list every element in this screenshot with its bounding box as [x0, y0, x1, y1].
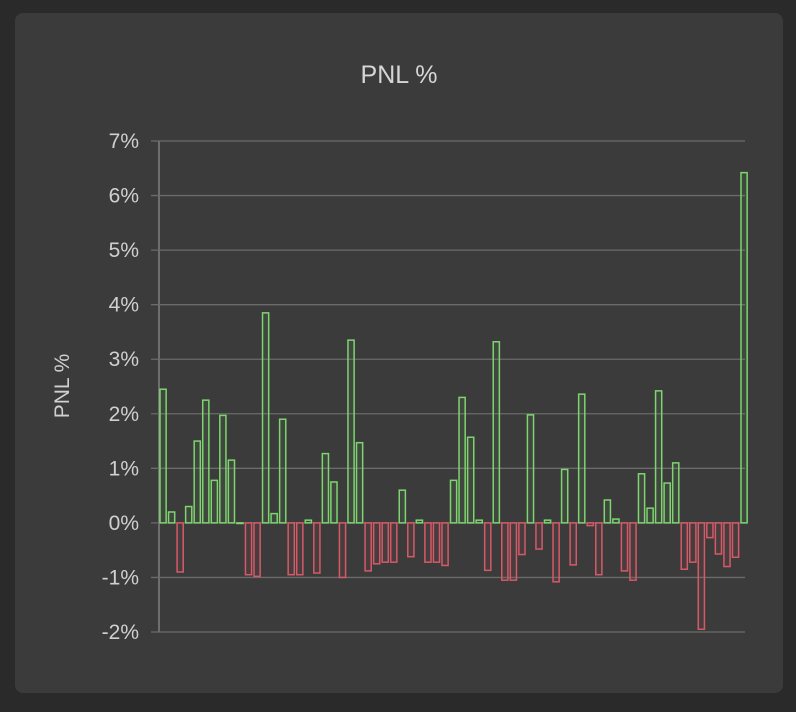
bar: [278, 418, 287, 524]
bar: [475, 519, 484, 524]
bar: [389, 522, 398, 563]
bar: [424, 522, 432, 563]
y-tick-label: 5%: [109, 239, 139, 262]
bar: [646, 507, 654, 524]
bar: [612, 518, 620, 524]
y-tick-label: -1%: [102, 566, 139, 589]
bar: [620, 522, 629, 572]
bar: [714, 522, 723, 555]
bar: [313, 522, 321, 574]
bar: [458, 396, 466, 524]
bar: [535, 522, 543, 550]
bar: [227, 459, 236, 524]
bar: [270, 512, 278, 524]
bar: [159, 388, 167, 524]
y-tick-labels: -2% -1% 0% 1% 2% 3% 4% 5% 6% 7%: [102, 130, 139, 644]
bar: [398, 489, 407, 524]
bar: [432, 522, 441, 563]
bar: [501, 522, 509, 581]
bar: [244, 522, 253, 576]
bar: [697, 522, 706, 631]
bar: [372, 522, 381, 565]
chart-panel: PNL % PNL % -2% -1% 0% 1% 2% 3% 4% 5% 6% 7%: [15, 13, 783, 693]
bar: [304, 519, 313, 524]
bar: [543, 519, 552, 524]
bar: [184, 505, 193, 524]
bar: [261, 312, 270, 524]
bar: [637, 473, 646, 524]
bar: [483, 522, 492, 572]
bar: [381, 522, 390, 563]
y-tick-label: -2%: [102, 621, 139, 644]
bar: [364, 522, 372, 572]
y-axis-label: PNL %: [51, 354, 74, 419]
bar: [355, 441, 364, 524]
bar: [253, 522, 261, 578]
bar: [338, 522, 347, 579]
bar: [201, 399, 210, 524]
bar: [466, 436, 475, 524]
bar: [407, 522, 415, 558]
y-tick-label: 3%: [109, 348, 139, 371]
bar: [603, 499, 612, 524]
bar: [219, 414, 227, 524]
bar: [552, 522, 560, 583]
bars: [159, 171, 748, 631]
bar: [449, 479, 458, 524]
bar: [210, 479, 219, 524]
y-tick-label: 0%: [109, 512, 139, 535]
bar: [577, 393, 586, 524]
bar: [441, 522, 449, 567]
bar: [731, 522, 740, 559]
bar: [526, 414, 535, 524]
bar: [287, 522, 296, 576]
y-tick-label: 2%: [109, 403, 139, 426]
bar: [321, 452, 330, 524]
y-tick-label: 4%: [109, 294, 139, 317]
bar: [654, 390, 663, 524]
bar: [723, 522, 731, 568]
bar: [740, 171, 748, 524]
bar: [671, 462, 680, 524]
chart-title: PNL %: [361, 61, 438, 89]
bar: [193, 440, 202, 524]
bar: [629, 522, 637, 581]
y-tick-label: 6%: [109, 185, 139, 208]
bar: [706, 522, 714, 539]
bar: [295, 522, 304, 576]
pnl-chart: PNL % PNL % -2% -1% 0% 1% 2% 3% 4% 5% 6% 7%: [51, 61, 748, 644]
bar: [663, 482, 671, 524]
bar: [236, 522, 244, 525]
bar: [680, 522, 689, 571]
bar: [330, 481, 338, 524]
bar: [518, 522, 526, 556]
bar: [595, 522, 603, 576]
bar: [569, 522, 578, 566]
bar: [415, 519, 424, 524]
bar: [688, 522, 697, 563]
y-tick-label: 1%: [109, 457, 139, 480]
bar: [560, 468, 569, 524]
bar: [167, 511, 176, 524]
bar: [176, 522, 184, 573]
bar: [347, 339, 355, 524]
gridlines: [151, 140, 745, 633]
bar: [586, 522, 595, 527]
bar: [492, 341, 501, 524]
y-tick-label: 7%: [109, 130, 139, 153]
bar: [509, 522, 518, 581]
